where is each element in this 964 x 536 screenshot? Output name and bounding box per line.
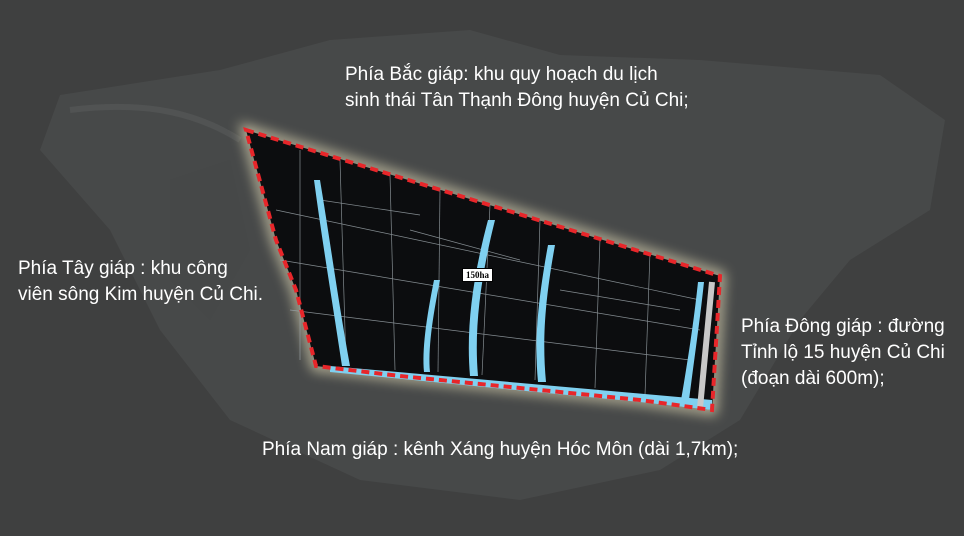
south-border-line-1: Phía Nam giáp : kênh Xáng huyện Hóc Môn … — [262, 439, 739, 460]
north-border-label: Phía Bắc giáp: khu quy hoạch du lịch sin… — [345, 62, 689, 114]
east-border-line-3: (đoạn dài 600m); — [741, 368, 885, 389]
north-border-line-2: sinh thái Tân Thạnh Đông huyện Củ Chi; — [345, 90, 689, 111]
river-channel — [69, 103, 242, 143]
south-border-label: Phía Nam giáp : kênh Xáng huyện Hóc Môn … — [262, 437, 738, 463]
surrounding-land — [170, 160, 250, 320]
provincial-road — [697, 281, 715, 409]
east-border-label: Phía Đông giáp : đường Tỉnh lộ 15 huyện … — [741, 314, 945, 392]
north-border-line-1: Phía Bắc giáp: khu quy hoạch du lịch — [345, 64, 658, 85]
west-border-line-1: Phía Tây giáp : khu công — [18, 258, 228, 279]
east-border-line-2: Tỉnh lộ 15 huyện Củ Chi — [741, 342, 945, 363]
area-label: 150ha — [462, 268, 494, 282]
west-border-line-2: viên sông Kim huyện Củ Chi. — [18, 284, 264, 305]
project-boundary — [243, 127, 723, 413]
east-border-line-1: Phía Đông giáp : đường — [741, 316, 945, 337]
west-border-label: Phía Tây giáp : khu công viên sông Kim h… — [18, 256, 263, 308]
